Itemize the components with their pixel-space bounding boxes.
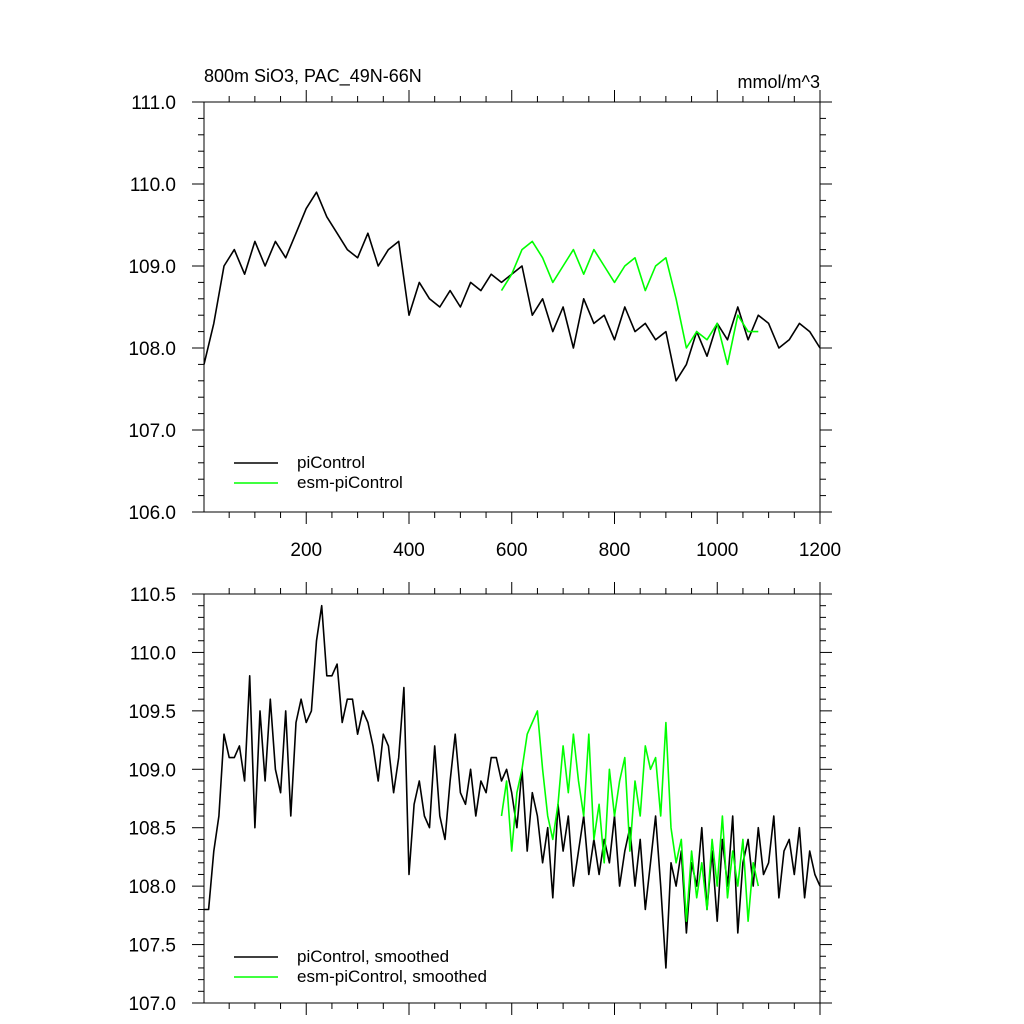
y-tick-label: 110.0 [130, 643, 176, 664]
y-tick-label: 106.0 [128, 503, 176, 524]
top-axis-tick-labels: 200 400 600 800 1000 1200 106.0 107.0 108.0 109.0… [128, 93, 841, 561]
x-tick-label: 1200 [799, 540, 841, 561]
legend-label: esm-piControl, smoothed [297, 967, 487, 986]
y-tick-label: 107.5 [128, 936, 176, 957]
x-tick-label: 600 [496, 540, 528, 561]
x-tick-label: 800 [599, 540, 631, 561]
series-line-esm-picontrol [500, 240, 759, 366]
top-panel-title: 800m SiO3, PAC_49N-66N [204, 66, 422, 87]
y-tick-label: 107.0 [128, 421, 176, 442]
y-tick-label: 107.0 [128, 994, 176, 1015]
y-tick-label: 108.0 [128, 877, 176, 898]
legend-label: piControl, smoothed [297, 947, 449, 966]
bottom-series-lines [204, 604, 821, 969]
y-tick-label: 108.0 [128, 339, 176, 360]
bottom-panel: 107.0 107.5 108.0 108.5 109.0 109.5 110.0 110.5… [128, 582, 832, 1015]
legend-label: esm-piControl [297, 473, 403, 492]
series-line-esm-picontrol [500, 710, 760, 923]
bottom-axis-ticks [192, 582, 832, 1015]
y-tick-label: 108.5 [128, 819, 176, 840]
y-tick-label: 109.0 [128, 760, 176, 781]
top-axis-ticks [192, 90, 832, 524]
top-plot-frame [203, 101, 821, 513]
units-label: mmol/m^3 [738, 72, 820, 92]
y-tick-label: 109.5 [128, 702, 176, 723]
series-line-picontrol [204, 604, 821, 969]
x-tick-label: 400 [393, 540, 425, 561]
x-tick-label: 1000 [696, 540, 738, 561]
top-series-lines [203, 191, 821, 382]
top-panel: 800m SiO3, PAC_49N-66N mmol/m^3 200 400 60… [128, 66, 841, 561]
legend-label: piControl [297, 453, 365, 472]
y-tick-label: 110.0 [130, 175, 176, 196]
bottom-plot-frame [203, 593, 821, 1004]
y-tick-label: 109.0 [128, 257, 176, 278]
bottom-axis-tick-labels: 107.0 107.5 108.0 108.5 109.0 109.5 110.0 110.5 [128, 585, 176, 1015]
y-tick-label: 111.0 [131, 93, 176, 114]
series-line-picontrol [203, 191, 821, 382]
y-tick-label: 110.5 [130, 585, 176, 606]
x-tick-label: 200 [290, 540, 322, 561]
